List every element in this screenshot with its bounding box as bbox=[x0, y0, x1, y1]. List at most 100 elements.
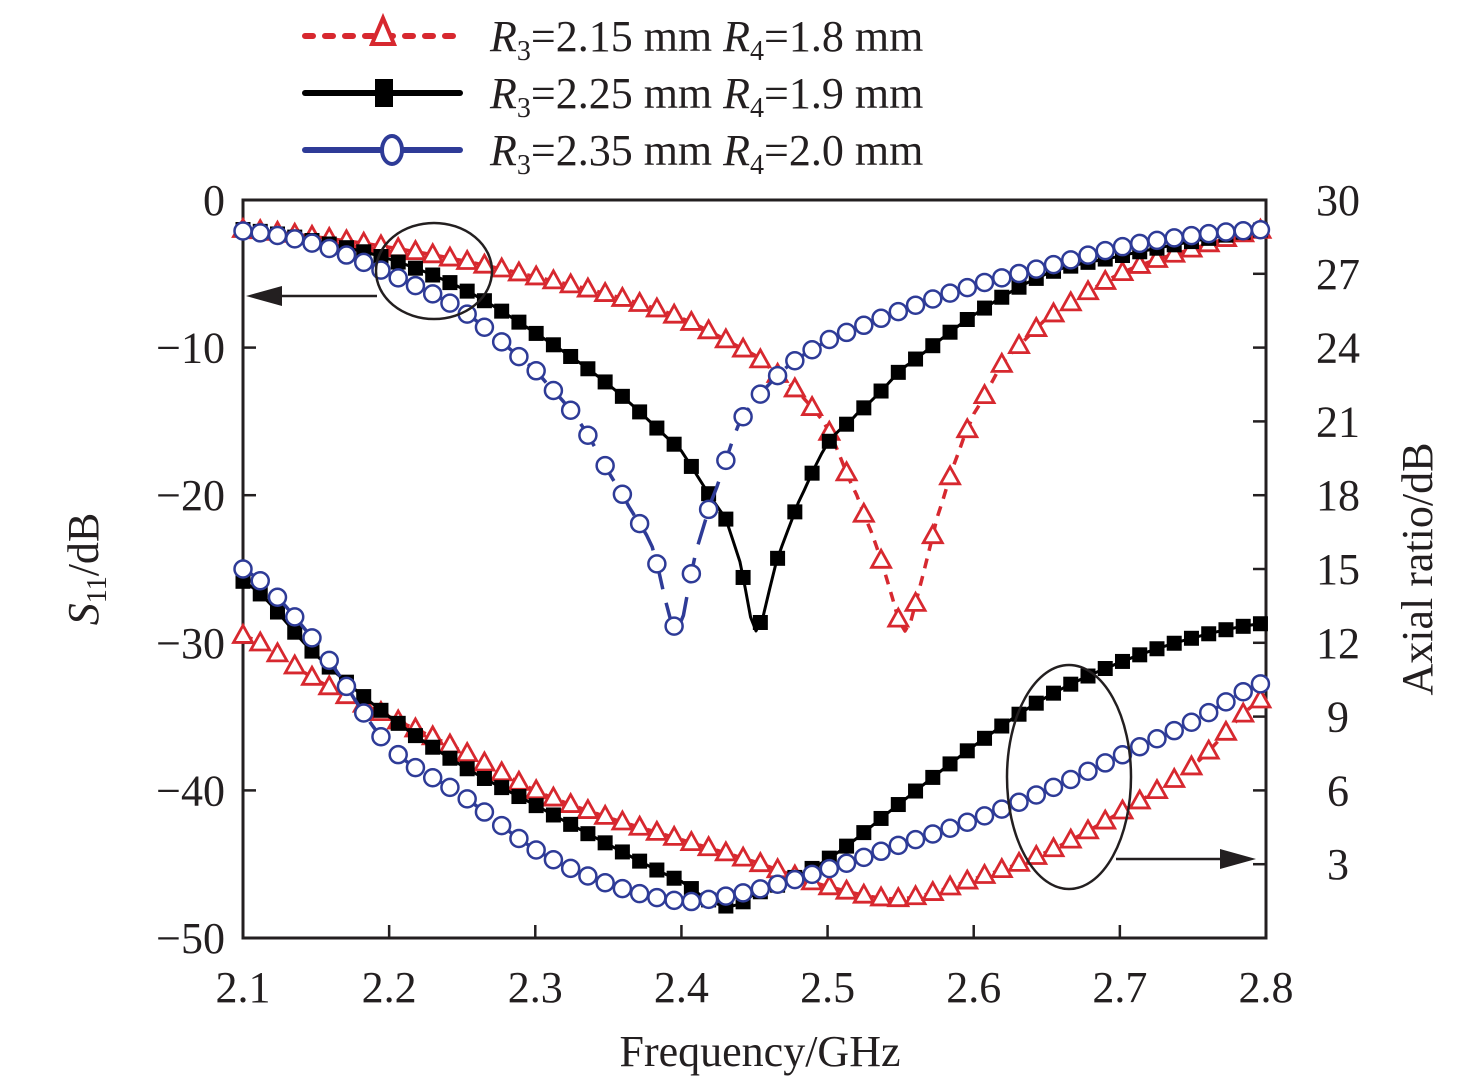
triangle-marker bbox=[282, 653, 307, 675]
legend-circle-icon bbox=[380, 134, 404, 166]
square-marker bbox=[839, 838, 855, 854]
triangle-marker bbox=[662, 824, 687, 846]
circle-marker bbox=[371, 726, 391, 747]
triangle-marker bbox=[713, 840, 738, 862]
annotation-ellipse-ar bbox=[1005, 663, 1133, 891]
square-marker bbox=[804, 465, 820, 481]
y-right-axis: 30 27 24 21 18 15 12 9 6 3 bbox=[1253, 176, 1360, 889]
circle-marker bbox=[785, 351, 805, 371]
square-marker bbox=[580, 361, 596, 377]
triangle-marker bbox=[834, 459, 859, 482]
annotation-left bbox=[246, 221, 494, 321]
square-marker bbox=[942, 324, 958, 340]
triangle-marker bbox=[1024, 843, 1049, 865]
x-tick-label: 2.4 bbox=[654, 963, 709, 1012]
triangle-marker bbox=[1093, 808, 1118, 830]
triangle-marker bbox=[541, 785, 566, 807]
triangle-marker bbox=[696, 317, 721, 340]
circle-marker bbox=[560, 400, 581, 420]
square-marker bbox=[597, 835, 613, 851]
square-marker bbox=[890, 364, 906, 380]
circle-marker bbox=[1250, 220, 1271, 240]
circle-marker bbox=[1129, 233, 1150, 254]
triangle-marker bbox=[679, 309, 704, 331]
square-marker bbox=[1114, 653, 1130, 669]
circle-marker bbox=[974, 806, 995, 826]
triangle-marker bbox=[869, 885, 893, 907]
triangle-marker bbox=[920, 522, 945, 545]
square-marker bbox=[683, 458, 699, 474]
circle-marker bbox=[233, 221, 253, 241]
x-axis-title: Frequency/GHz bbox=[619, 1027, 900, 1076]
y-right-tick-label: 30 bbox=[1316, 176, 1360, 225]
triangle-marker bbox=[455, 740, 480, 763]
square-marker bbox=[718, 511, 734, 527]
triangle-marker bbox=[920, 879, 945, 901]
circle-marker bbox=[854, 847, 874, 868]
triangle-marker bbox=[558, 272, 583, 294]
circle-marker bbox=[1095, 240, 1115, 261]
y-right-tick-label: 3 bbox=[1327, 840, 1349, 889]
square-marker bbox=[563, 348, 579, 364]
triangle-marker bbox=[903, 883, 928, 906]
triangle-marker bbox=[1127, 788, 1152, 810]
triangle-marker bbox=[472, 252, 497, 274]
square-marker bbox=[632, 404, 648, 420]
triangle-marker bbox=[869, 547, 893, 569]
triangle-marker bbox=[610, 809, 635, 831]
circle-marker bbox=[440, 777, 460, 798]
circle-marker bbox=[474, 317, 495, 338]
circle-marker bbox=[733, 406, 753, 427]
circle-marker bbox=[353, 703, 374, 723]
circle-marker bbox=[250, 223, 270, 243]
circle-marker bbox=[491, 332, 512, 352]
circle-marker bbox=[819, 858, 840, 879]
triangle-marker bbox=[748, 850, 773, 873]
square-marker bbox=[545, 337, 561, 353]
series-1 bbox=[235, 222, 1268, 914]
square-marker bbox=[442, 275, 458, 291]
triangle-marker bbox=[834, 878, 859, 900]
circle-marker bbox=[1078, 761, 1098, 781]
circle-marker bbox=[750, 879, 771, 899]
circle-marker bbox=[1198, 223, 1219, 244]
circle-marker bbox=[1147, 729, 1167, 749]
y-right-tick-label: 6 bbox=[1327, 766, 1349, 815]
triangle-marker bbox=[679, 829, 704, 851]
square-marker bbox=[494, 780, 510, 796]
square-marker bbox=[1201, 626, 1217, 642]
triangle-marker bbox=[265, 640, 290, 663]
circle-marker bbox=[750, 384, 771, 404]
square-marker bbox=[269, 604, 285, 620]
y-right-axis-title: Axial ratio/dB bbox=[1393, 443, 1442, 696]
square-marker bbox=[442, 750, 458, 766]
legend-label-part: 4 bbox=[750, 93, 764, 124]
circle-marker bbox=[509, 828, 529, 849]
circle-marker bbox=[1009, 792, 1029, 812]
circle-marker bbox=[1216, 222, 1236, 242]
circle-marker bbox=[681, 563, 702, 584]
legend-label-part: 3 bbox=[517, 93, 531, 124]
circle-marker bbox=[319, 650, 339, 671]
square-marker bbox=[735, 569, 751, 585]
y-right-tick-label: 12 bbox=[1316, 619, 1360, 668]
legend-item: R3=2.15 mm R4=1.8 mm bbox=[302, 12, 923, 67]
circle-marker bbox=[336, 676, 357, 697]
circle-marker bbox=[509, 346, 529, 367]
circle-marker bbox=[888, 835, 909, 856]
circle-marker bbox=[1147, 230, 1167, 251]
circle-marker bbox=[836, 322, 857, 343]
square-marker bbox=[1149, 641, 1165, 657]
circle-marker bbox=[785, 869, 805, 890]
triangle-marker bbox=[489, 759, 514, 782]
circle-marker bbox=[422, 767, 443, 788]
legend-label-part: =2.0 mm bbox=[764, 126, 923, 175]
square-marker bbox=[1028, 695, 1044, 711]
square-marker bbox=[1011, 279, 1027, 295]
triangle-marker bbox=[1093, 268, 1118, 290]
circle-marker bbox=[940, 283, 960, 303]
circle-marker bbox=[336, 245, 357, 265]
y-right-tick-label: 9 bbox=[1327, 693, 1349, 742]
triangle-marker bbox=[455, 248, 480, 270]
